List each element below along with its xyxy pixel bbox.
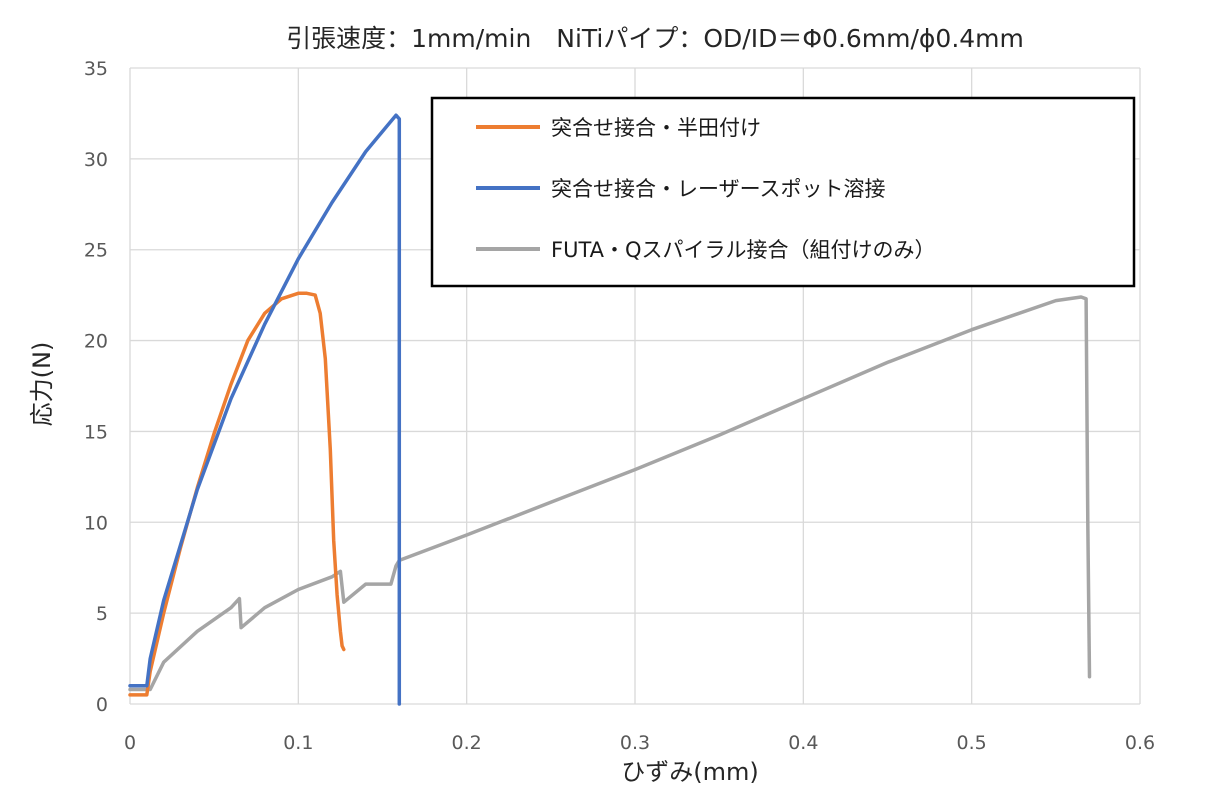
tick-labels: 0 5 10 15 20 25 30 35 0 0.1 0.2 0.3 0.4 0.5 0.6	[84, 58, 1155, 754]
x-tick-label: 0.2	[452, 732, 482, 754]
y-tick-label: 30	[84, 149, 108, 171]
x-tick-label: 0.6	[1125, 732, 1155, 754]
series-line-1	[128, 291, 346, 697]
legend-frame	[430, 96, 1136, 288]
series-line-3	[128, 295, 1092, 692]
y-tick-label: 35	[84, 58, 108, 80]
series-layer	[128, 113, 1092, 706]
legend-label-2: 突合せ接合・レーザースポット溶接	[551, 177, 886, 201]
y-tick-label: 15	[84, 421, 108, 443]
y-tick-label: 0	[96, 694, 108, 716]
x-tick-label: 0	[124, 732, 136, 754]
x-tick-label: 0.5	[957, 732, 987, 754]
y-axis-title: 応力(N)	[28, 342, 56, 427]
y-tick-label: 25	[84, 240, 108, 262]
x-tick-label: 0.3	[620, 732, 650, 754]
x-tick-label: 0.4	[788, 732, 818, 754]
legend-label-1: 突合せ接合・半田付け	[551, 116, 761, 140]
chart-title: 引張速度：1mm/min NiTiパイプ：OD/ID＝Φ0.6mm/ϕ0.4mm	[286, 24, 1024, 53]
series-line-2	[128, 113, 402, 706]
legend-label-3: FUTA・Qスパイラル接合（組付けのみ）	[551, 238, 936, 262]
y-tick-label: 5	[96, 603, 108, 625]
x-axis-title: ひずみ(mm)	[621, 758, 758, 786]
y-tick-label: 20	[84, 331, 108, 353]
x-tick-label: 0.1	[283, 732, 313, 754]
y-tick-label: 10	[84, 512, 108, 534]
